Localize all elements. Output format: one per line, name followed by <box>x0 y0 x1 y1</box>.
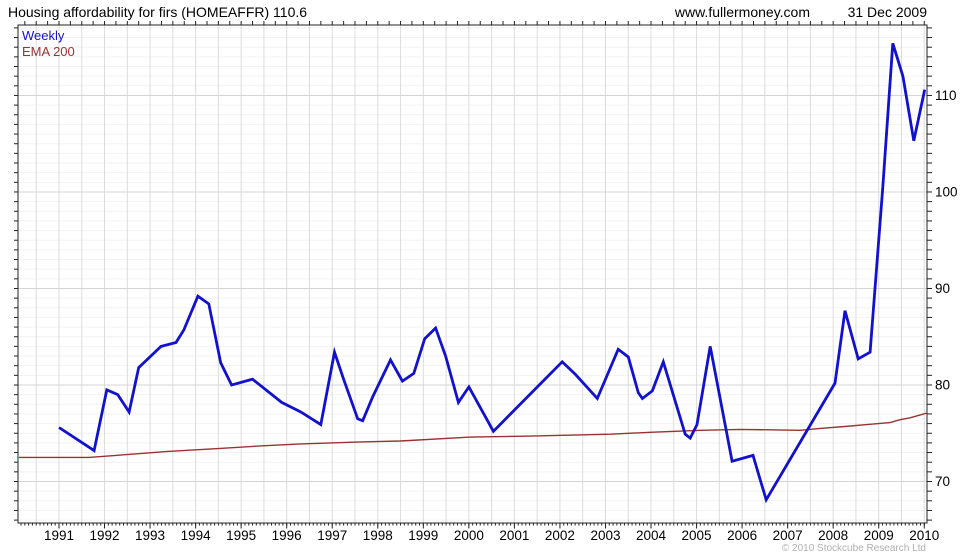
x-axis-label: 2000 <box>454 528 484 543</box>
x-axis-label: 1996 <box>272 528 302 543</box>
website-link[interactable]: www.fullermoney.com <box>674 4 810 20</box>
legend-weekly: Weekly <box>22 28 65 43</box>
x-axis-label: 1995 <box>226 528 256 543</box>
chart-title: Housing affordability for firs (HOMEAFFR… <box>8 4 308 20</box>
x-axis-label: 2007 <box>773 528 803 543</box>
ema-200-line <box>18 412 928 459</box>
x-axis-label: 2004 <box>636 528 667 543</box>
horizontal-minor-gridlines <box>18 27 927 521</box>
x-axis-label: 1993 <box>135 528 165 543</box>
data-series <box>18 42 928 504</box>
x-axis-label: 2008 <box>818 528 848 543</box>
copyright-notice: © 2010 Stockcube Research Ltd <box>781 543 926 554</box>
x-axis-label: 2001 <box>499 528 529 543</box>
x-axis-label: 1999 <box>408 528 438 543</box>
y-axis-label: 100 <box>935 184 958 199</box>
x-axis-label: 1991 <box>44 528 74 543</box>
y-axis-label: 80 <box>935 377 950 392</box>
vertical-gridlines <box>35 25 925 523</box>
chart-legend: Weekly EMA 200 <box>22 28 75 60</box>
x-axis-label: 1998 <box>363 528 393 543</box>
x-axis-label: 2002 <box>545 528 575 543</box>
y-axis-label: 110 <box>935 88 957 103</box>
x-axis-label: 2009 <box>864 528 894 543</box>
chart-date: 31 Dec 2009 <box>847 4 927 20</box>
y-axis-label: 90 <box>935 281 950 296</box>
legend-ema-200: EMA 200 <box>22 44 75 59</box>
x-axis-label: 1997 <box>317 528 347 543</box>
x-axis-label: 2010 <box>909 528 939 543</box>
x-axis-label: 2006 <box>727 528 757 543</box>
plot-frame <box>17 24 928 524</box>
x-axis-label: 2003 <box>590 528 620 543</box>
axis-labels: 70 80 90 100 110 1991 1992 1993 1994 1995 1996 1997… <box>44 88 958 543</box>
y-axis-label: 70 <box>935 474 950 489</box>
x-axis-label: 1992 <box>90 528 120 543</box>
weekly-price-line <box>58 42 927 504</box>
x-axis-label: 1994 <box>181 528 212 543</box>
x-axis-label: 2005 <box>682 528 712 543</box>
